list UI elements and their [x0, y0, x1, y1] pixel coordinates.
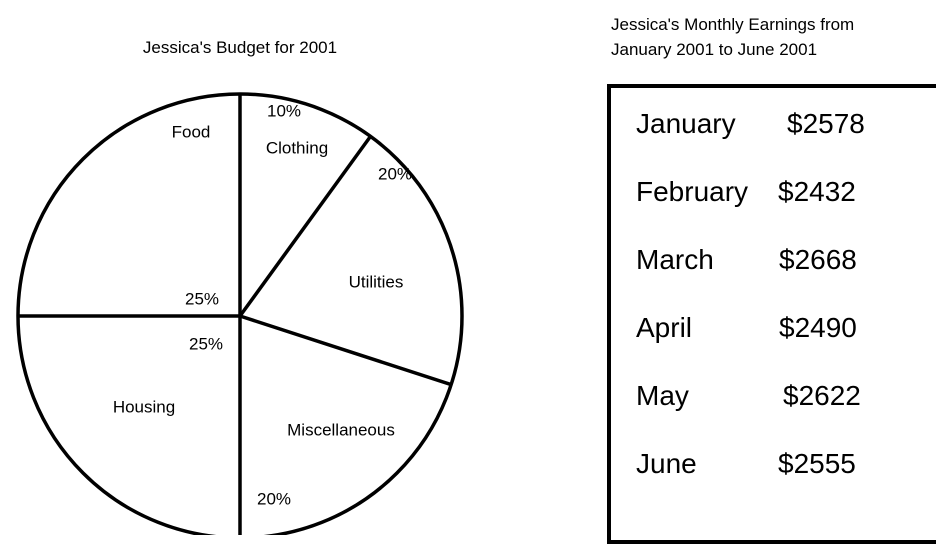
table-row: January $2578 — [611, 108, 936, 148]
amount-cell: $2490 — [779, 312, 857, 343]
amount-cell: $2668 — [779, 244, 857, 275]
pie-slice-value-label: 25% — [185, 289, 219, 308]
pie-slice-label: Utilities — [349, 272, 404, 291]
amount-cell: $2555 — [778, 448, 856, 479]
pie-chart-title: Jessica's Budget for 2001 — [142, 38, 338, 57]
earnings-table: January $2578 February $2432 March $2668… — [607, 84, 936, 544]
month-cell: June — [636, 448, 697, 479]
table-row: June $2555 — [611, 448, 936, 488]
pie-slice-label: Food — [172, 122, 211, 141]
pie-slice-value-label: 20% — [257, 489, 291, 508]
pie-slice-value-label: 20% — [378, 164, 412, 183]
pie-slice-boundary — [238, 135, 372, 318]
month-cell: February — [636, 176, 749, 207]
earnings-title-line-1: Jessica's Monthly Earnings from — [611, 15, 855, 34]
pie-slice-boundary — [239, 314, 452, 387]
month-cell: April — [636, 312, 693, 343]
month-cell: May — [636, 380, 689, 411]
pie-slice-label: Clothing — [266, 138, 328, 157]
table-row: May $2622 — [611, 380, 936, 420]
amount-cell: $2432 — [778, 176, 856, 207]
earnings-table-title: Jessica's Monthly Earnings from January … — [611, 12, 936, 62]
budget-pie-chart: Clothing 10% Utilities 20% Miscellaneous 20% H… — [16, 92, 464, 535]
table-row: April $2490 — [611, 312, 936, 352]
table-row: February $2432 — [611, 176, 936, 216]
pie-slice-label: Miscellaneous — [287, 420, 395, 439]
pie-slice-value-label: 25% — [189, 334, 223, 353]
amount-cell: $2578 — [787, 108, 865, 139]
earnings-title-line-2: January 2001 to June 2001 — [611, 40, 818, 59]
table-row: March $2668 — [611, 244, 936, 284]
pie-slice-value-label: 10% — [267, 101, 301, 120]
month-cell: March — [636, 244, 714, 275]
month-cell: January — [636, 108, 736, 139]
pie-slice-label: Housing — [113, 397, 175, 416]
amount-cell: $2622 — [783, 380, 861, 411]
